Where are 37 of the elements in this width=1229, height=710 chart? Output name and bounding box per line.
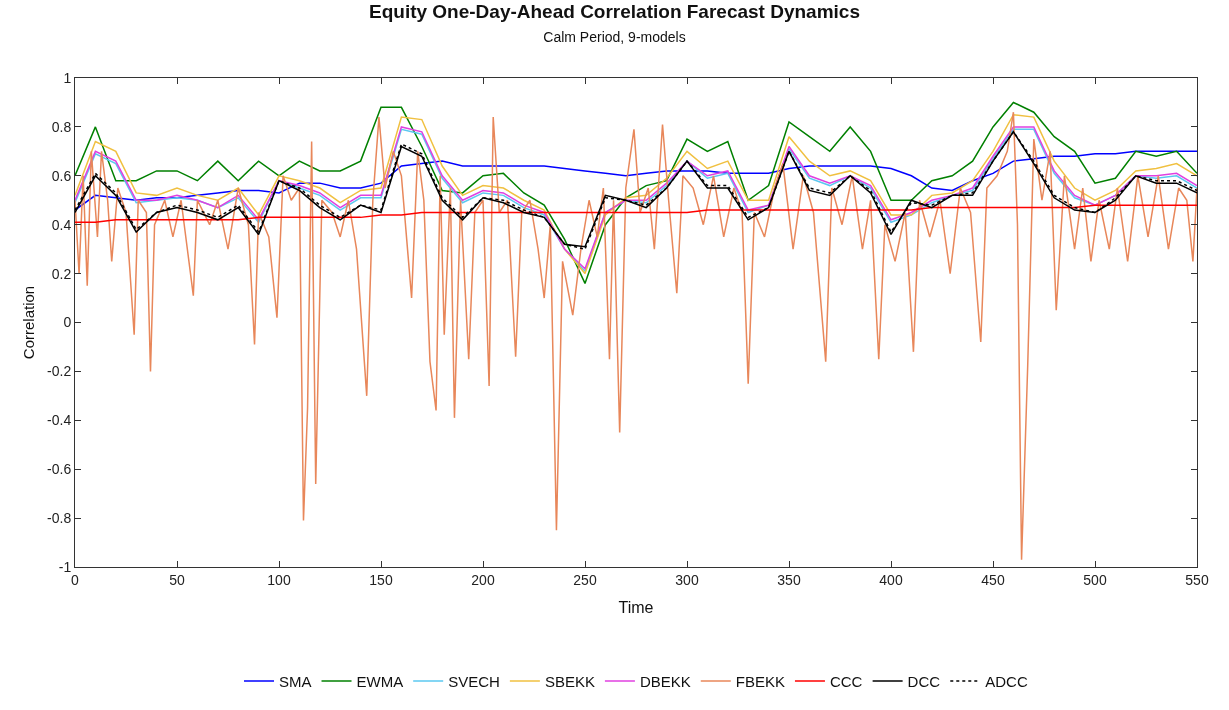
y-tick-label: 1 <box>63 69 72 86</box>
line-series <box>75 204 1197 224</box>
legend-label: DBEKK <box>639 672 691 690</box>
y-tick-label: 0.8 <box>51 118 72 135</box>
y-tick-label: 0.6 <box>51 167 72 184</box>
x-tick-label: 150 <box>369 571 393 588</box>
legend-label: DCC <box>907 672 941 690</box>
legend-label: CCC <box>829 672 863 690</box>
x-tick-label: 250 <box>573 571 597 588</box>
chart-subtitle: Calm Period, 9-models <box>543 29 686 46</box>
x-axis-title: Time <box>618 599 654 617</box>
y-tick-label: -1 <box>58 558 72 575</box>
x-tick-label: 200 <box>471 571 495 588</box>
y-tick-label: 0.4 <box>51 216 72 233</box>
legend-label: SMA <box>279 672 312 690</box>
x-tick-label: 100 <box>267 571 291 588</box>
y-tick-label: 0.2 <box>51 265 72 282</box>
x-tick-label: 300 <box>675 571 699 588</box>
y-tick-label: -0.8 <box>47 510 72 526</box>
x-tick-label: 50 <box>169 571 185 588</box>
x-tick-label: 550 <box>1185 571 1209 588</box>
x-tick-label: 400 <box>879 571 903 588</box>
y-tick-label: -0.2 <box>47 363 72 380</box>
x-tick-label: 350 <box>777 571 801 588</box>
y-axis-title: Correlation <box>20 285 38 360</box>
legend-label: FBEKK <box>735 672 785 690</box>
y-tick-label: -0.4 <box>47 412 72 429</box>
legend-label: SBEKK <box>544 672 595 690</box>
x-tick-label: 500 <box>1083 571 1107 588</box>
line-series <box>75 111 1197 561</box>
legend-label: SVECH <box>448 672 500 690</box>
chart-title: Equity One-Day-Ahead Correlation Farecast Dynamics <box>369 0 860 22</box>
x-tick-label: 450 <box>981 571 1005 588</box>
legend-label: EWMA <box>356 672 404 690</box>
y-tick-label: 0 <box>63 314 72 331</box>
legend-label: ADCC <box>985 672 1028 690</box>
y-tick-label: -0.6 <box>47 461 72 478</box>
